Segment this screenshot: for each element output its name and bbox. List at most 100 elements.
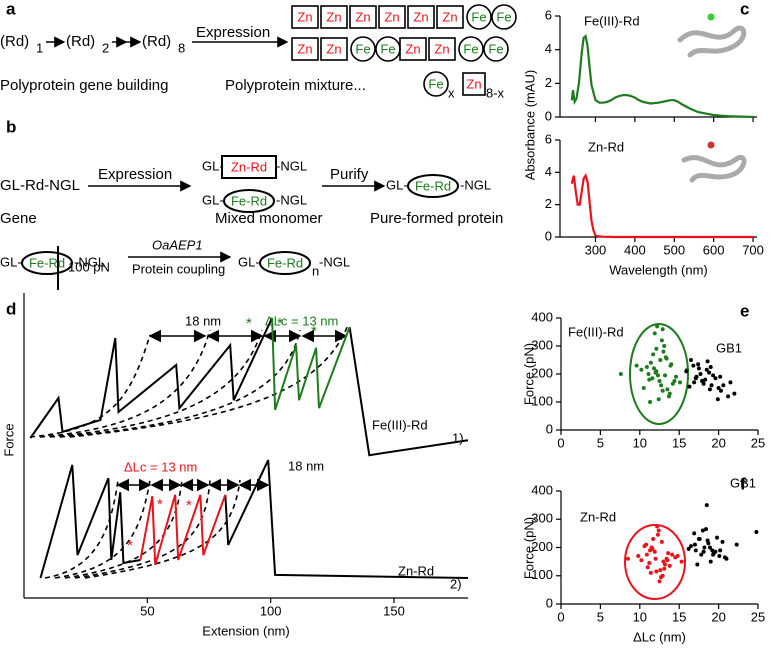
- point: [639, 558, 644, 563]
- point: [625, 556, 630, 561]
- point: [717, 553, 722, 558]
- x-tick-label: 10: [633, 435, 647, 450]
- point: [647, 561, 652, 566]
- point: [732, 391, 737, 396]
- fe-rd-label: Fe-Rd: [267, 255, 303, 270]
- point: [651, 537, 656, 542]
- x-tick-label: 50: [140, 603, 154, 618]
- zn-box: [291, 37, 319, 61]
- point: [708, 365, 713, 369]
- point: [720, 539, 725, 544]
- y-tick-label: 300: [531, 511, 553, 526]
- caption: Gene: [0, 210, 37, 227]
- gl: GL-: [202, 158, 224, 173]
- point: [707, 387, 712, 392]
- rd: (Rd): [0, 33, 29, 50]
- scale-bar-label: 100 pN: [68, 259, 110, 274]
- point: [651, 366, 656, 371]
- fe-circle: [423, 71, 449, 97]
- point: [646, 372, 651, 376]
- panel-letter: a: [6, 0, 16, 18]
- zn-label: Zn: [466, 76, 481, 91]
- point: [692, 380, 697, 385]
- point: [644, 552, 649, 557]
- zn-rd-box: [221, 155, 277, 179]
- point: [674, 374, 679, 379]
- x-axis-label: ΔLc (nm): [633, 629, 686, 644]
- point: [692, 531, 697, 536]
- ngl: -NGL: [319, 254, 350, 269]
- annotation: *: [246, 315, 252, 332]
- point: [636, 553, 641, 558]
- point: [704, 367, 709, 372]
- point: [661, 349, 666, 354]
- series-label: Zn-Rd: [588, 139, 624, 154]
- fe-circle: [466, 4, 492, 30]
- point: [728, 380, 733, 385]
- fe-label: Fe: [463, 41, 478, 56]
- point: [718, 388, 723, 393]
- point: [699, 552, 704, 557]
- point: [659, 575, 664, 580]
- point: [652, 549, 657, 554]
- fe-rd-ellipse: [21, 251, 73, 275]
- expression: Expression: [196, 24, 270, 41]
- point: [679, 559, 684, 564]
- point: [652, 331, 657, 336]
- fe-rd-ellipse: [259, 251, 311, 275]
- zn-label: Zn: [297, 41, 312, 56]
- point: [648, 360, 653, 365]
- point: [656, 528, 661, 533]
- point: [700, 528, 705, 533]
- rd: (Rd): [142, 33, 171, 50]
- purify: Purify: [330, 166, 369, 183]
- subscript: 2: [102, 40, 109, 55]
- point: [726, 394, 731, 399]
- trace-label: Fe(III)-Rd: [372, 417, 428, 432]
- zn-label: Zn: [297, 9, 312, 24]
- cluster-ellipse: [624, 524, 686, 600]
- zn-box: [349, 5, 377, 29]
- fe-circle: [483, 36, 509, 62]
- point: [722, 555, 727, 560]
- point: [718, 548, 723, 553]
- fe-rd-label: Fe-Rd: [29, 255, 65, 270]
- fe-label: Fe: [471, 9, 486, 24]
- gl: GL-: [202, 192, 224, 207]
- coupling: Protein coupling: [132, 261, 225, 276]
- x-tick-label: 25: [751, 609, 765, 624]
- y-tick-label: 400: [531, 309, 553, 324]
- point: [642, 544, 647, 549]
- point: [654, 569, 659, 574]
- x-tick-label: 500: [663, 242, 685, 257]
- point: [655, 524, 660, 529]
- point: [715, 397, 720, 402]
- fe-circle: [350, 36, 376, 62]
- zn-rd-label: Zn-Rd: [231, 159, 267, 174]
- point: [675, 553, 680, 558]
- x-tick-label: 20: [711, 609, 725, 624]
- point: [658, 568, 663, 573]
- annotation: ΔLc = 13 nm: [124, 459, 197, 474]
- point: [707, 545, 712, 550]
- panel-letter: f: [740, 474, 746, 493]
- trace-label: Zn-Rd: [398, 563, 434, 578]
- polyprotein-units: Zn Zn Zn Zn Zn Zn Fe Fe Zn Zn Fe Fe Zn Zn Fe Fe Fe Zn: [291, 4, 517, 97]
- zn-box: [428, 37, 456, 61]
- gl: GL-: [238, 254, 260, 269]
- point: [721, 383, 726, 388]
- fe-rd-ellipse: [407, 174, 459, 198]
- point: [667, 391, 672, 396]
- zn-box: [291, 5, 319, 29]
- annotation: *: [157, 496, 163, 513]
- series-label: Zn-Rd: [580, 509, 616, 524]
- fe-label: Fe: [496, 9, 511, 24]
- point: [715, 535, 720, 540]
- y-tick-label: 100: [531, 567, 553, 582]
- zn-box: [436, 5, 464, 29]
- force-trace: [39, 459, 469, 579]
- zn-box: [320, 5, 348, 29]
- y-tick-label: 400: [531, 482, 553, 497]
- point: [648, 400, 653, 404]
